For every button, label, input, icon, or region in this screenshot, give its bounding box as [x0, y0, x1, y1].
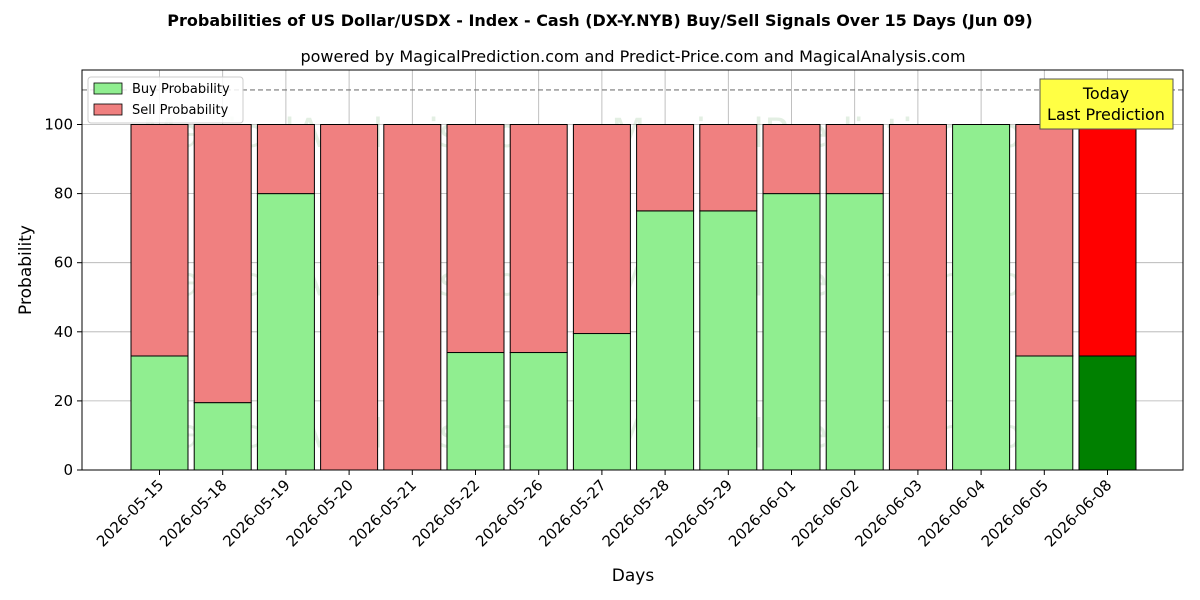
x-tick-label: 2026-05-27 — [535, 476, 609, 550]
legend-swatch-sell — [93, 103, 123, 116]
legend: Buy Probability Sell Probability — [87, 76, 244, 124]
chart-title: Probabilities of US Dollar/USDX - Index … — [167, 11, 1032, 30]
y-tick-label: 0 — [63, 461, 73, 479]
x-axis-label: Days — [612, 566, 655, 586]
bar-buy-2026-05-22 — [446, 352, 505, 471]
x-tick-label: 2026-05-19 — [219, 476, 293, 550]
bar-buy-2026-05-27 — [572, 333, 631, 471]
bar-buy-2026-05-15 — [130, 355, 189, 471]
bars — [130, 124, 1137, 471]
bar-buy-2026-06-04 — [952, 124, 1011, 471]
annotation-box — [1039, 78, 1174, 130]
legend-swatch-buy — [93, 82, 123, 95]
legend-box — [87, 76, 244, 124]
legend-label-sell: Sell Probability — [132, 103, 229, 118]
y-tick-label: 100 — [44, 116, 73, 134]
today-annotation: Today Last Prediction — [1039, 78, 1174, 130]
y-tick-label: 80 — [54, 185, 73, 203]
bar-sell-2026-06-05 — [1015, 124, 1074, 357]
x-tick-label: 2026-05-18 — [156, 476, 230, 550]
bar-sell-2026-05-18 — [193, 124, 252, 404]
bar-buy-2026-05-28 — [636, 210, 695, 471]
y-tick-label: 60 — [54, 254, 73, 272]
x-axis-ticks: 2026-05-152026-05-182026-05-192026-05-20… — [93, 470, 1115, 550]
bar-buy-2026-06-08 — [1078, 355, 1137, 471]
y-axis-label: Probability — [16, 225, 36, 315]
bar-sell-2026-05-28 — [636, 124, 695, 212]
annotation-line-1: Today — [1082, 84, 1129, 103]
chart-subtitle: powered by MagicalPrediction.com and Pre… — [300, 47, 965, 66]
bar-buy-2026-05-18 — [193, 402, 252, 471]
x-tick-label: 2026-06-03 — [851, 476, 925, 550]
bar-buy-2026-05-29 — [699, 210, 758, 471]
bar-buy-2026-06-01 — [762, 193, 821, 471]
bar-sell-2026-05-21 — [383, 124, 442, 471]
bar-buy-2026-05-19 — [256, 193, 315, 471]
x-tick-label: 2026-05-28 — [599, 476, 673, 550]
bar-sell-2026-06-01 — [762, 124, 821, 195]
bar-sell-2026-06-08 — [1078, 124, 1137, 357]
bar-sell-2026-06-02 — [825, 124, 884, 195]
bar-buy-2026-05-26 — [509, 352, 568, 471]
bar-sell-2026-05-19 — [256, 124, 315, 195]
x-tick-label: 2026-05-20 — [283, 476, 357, 550]
plot-frame — [81, 69, 1184, 471]
y-axis-ticks: 0 20 40 60 80 100 — [44, 116, 82, 479]
bar-sell-2026-05-26 — [509, 124, 568, 354]
y-tick-label: 20 — [54, 392, 73, 410]
bar-sell-2026-05-29 — [699, 124, 758, 212]
bar-sell-2026-05-27 — [572, 124, 631, 335]
x-tick-label: 2026-05-26 — [472, 476, 546, 550]
x-tick-label: 2026-05-21 — [346, 476, 420, 550]
x-tick-label: 2026-05-22 — [409, 476, 483, 550]
bar-buy-2026-06-02 — [825, 193, 884, 471]
x-tick-label: 2026-06-08 — [1041, 476, 1115, 550]
legend-label-buy: Buy Probability — [132, 82, 230, 97]
bar-sell-2026-05-20 — [320, 124, 379, 471]
x-tick-label: 2026-06-02 — [788, 476, 862, 550]
x-tick-label: 2026-05-29 — [662, 476, 736, 550]
y-tick-label: 40 — [54, 323, 73, 341]
x-tick-label: 2026-06-05 — [978, 476, 1052, 550]
bar-sell-2026-05-15 — [130, 124, 189, 357]
x-tick-label: 2026-05-15 — [93, 476, 167, 550]
bar-sell-2026-06-03 — [888, 124, 947, 471]
annotation-line-2: Last Prediction — [1047, 105, 1165, 124]
x-tick-label: 2026-06-04 — [915, 476, 989, 550]
x-tick-label: 2026-06-01 — [725, 476, 799, 550]
bar-sell-2026-05-22 — [446, 124, 505, 354]
bar-buy-2026-06-05 — [1015, 355, 1074, 471]
